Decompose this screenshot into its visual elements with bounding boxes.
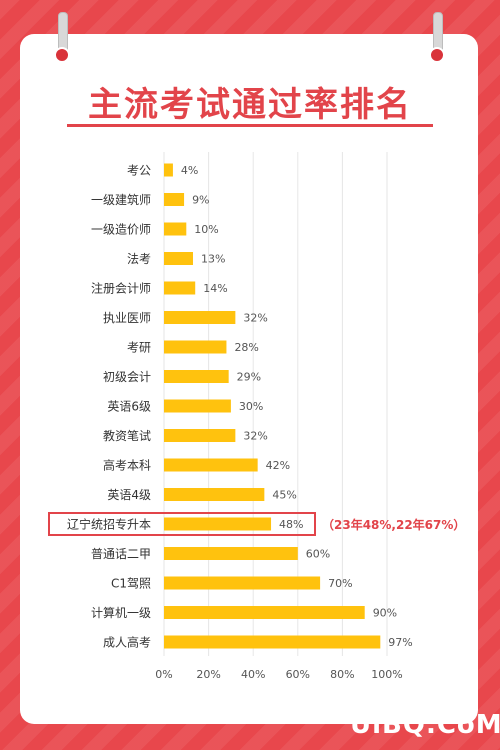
highlight-box — [48, 512, 316, 536]
binder-pin-right-icon — [429, 12, 445, 63]
value-label: 60% — [306, 548, 330, 561]
category-label: 计算机一级 — [91, 605, 151, 620]
value-label: 28% — [234, 341, 258, 354]
bar — [164, 517, 272, 531]
bar — [164, 340, 227, 354]
bar — [164, 429, 236, 442]
category-label: 初级会计 — [103, 370, 151, 384]
value-label: 45% — [272, 489, 296, 502]
value-label: 9% — [192, 194, 209, 207]
value-label: 32% — [243, 430, 267, 443]
category-label: 考研 — [127, 341, 151, 355]
x-tick-label: 0% — [155, 668, 172, 681]
binder-pin-left-icon — [54, 12, 70, 63]
category-label: 考公 — [127, 164, 151, 178]
category-label: 普通话二甲 — [91, 547, 151, 561]
category-label: 注册会计师 — [91, 281, 151, 296]
category-label: 成人高考 — [103, 635, 151, 650]
bar — [164, 458, 258, 472]
bar — [164, 606, 365, 619]
value-label: 97% — [388, 636, 412, 649]
bar — [164, 163, 173, 177]
value-label: 90% — [373, 607, 397, 620]
bar — [164, 399, 231, 413]
category-label: 一级造价师 — [91, 223, 151, 237]
x-tick-label: 40% — [241, 668, 265, 681]
bar — [164, 193, 185, 206]
value-label: 30% — [239, 400, 263, 413]
value-label: 32% — [243, 312, 267, 325]
category-label: 法考 — [127, 252, 151, 266]
bar — [164, 222, 187, 236]
category-label: 英语4级 — [107, 488, 151, 502]
category-label: 辽宁统招专升本 — [67, 517, 151, 532]
bar — [164, 547, 298, 560]
value-label: 13% — [201, 253, 225, 266]
bar — [164, 252, 193, 265]
watermark-logo: UiBQ.CoM — [350, 710, 500, 740]
category-label: 高考本科 — [103, 458, 151, 473]
page-title: 主流考试通过率排名 — [88, 85, 412, 125]
x-tick-label: 100% — [371, 668, 402, 681]
value-label: 70% — [328, 577, 352, 590]
value-label: 48% — [279, 518, 303, 531]
bar — [164, 576, 321, 590]
category-label: 英语6级 — [107, 400, 151, 414]
value-label: 10% — [194, 223, 218, 236]
value-label: 14% — [203, 282, 227, 295]
category-label: 教资笔试 — [103, 428, 151, 443]
x-tick-label: 20% — [196, 668, 220, 681]
x-tick-label: 60% — [286, 668, 310, 681]
category-label: 执业医师 — [103, 311, 151, 325]
title-underline — [67, 124, 433, 127]
bar — [164, 488, 265, 501]
bar — [164, 370, 229, 383]
value-label: 42% — [266, 459, 290, 472]
highlight-note: （23年48%,22年67%） — [322, 517, 465, 532]
category-label: C1驾照 — [111, 577, 151, 591]
value-label: 29% — [237, 371, 261, 384]
bar — [164, 281, 196, 295]
value-label: 4% — [181, 164, 198, 177]
bar — [164, 635, 381, 649]
x-tick-label: 80% — [330, 668, 354, 681]
category-label: 一级建筑师 — [91, 192, 151, 207]
bar — [164, 311, 236, 324]
